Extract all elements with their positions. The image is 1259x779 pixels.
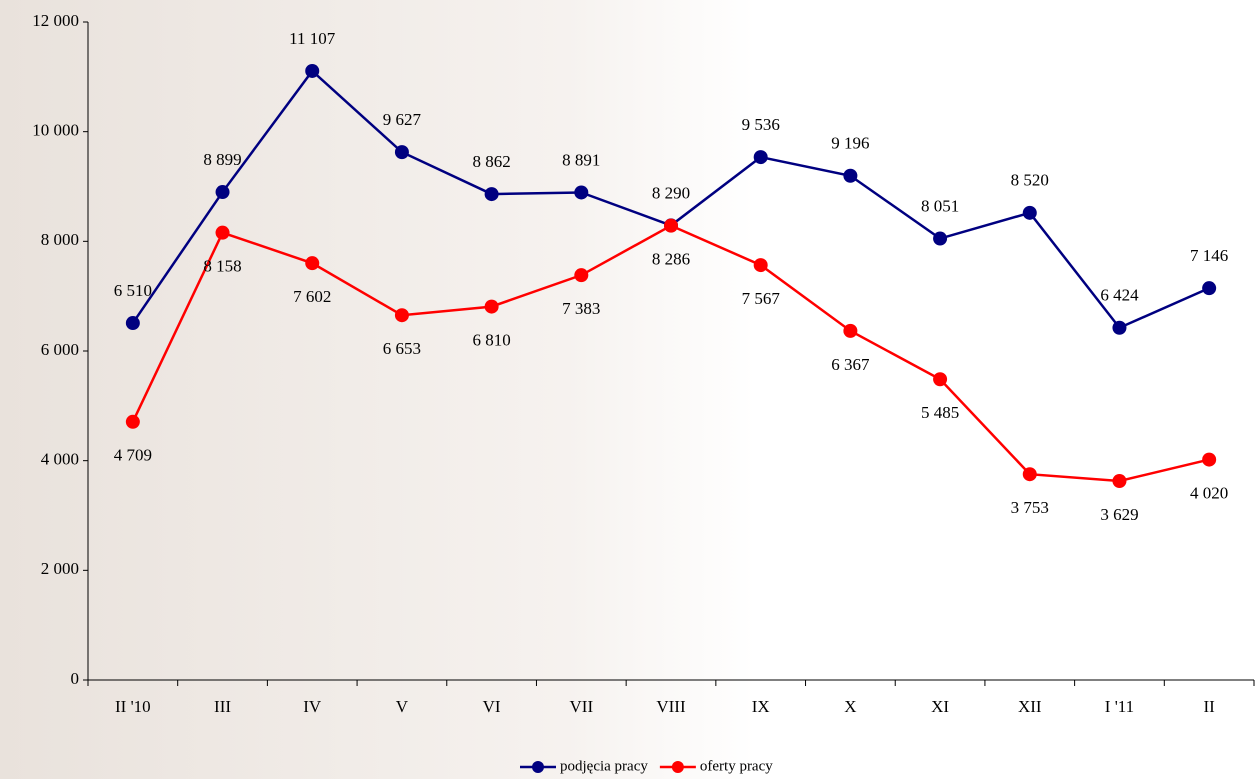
value-label: 3 753	[1011, 498, 1049, 517]
point	[394, 308, 409, 323]
value-label: 4 020	[1190, 483, 1228, 502]
point	[305, 256, 320, 271]
point	[933, 372, 948, 387]
x-tick-label: III	[214, 697, 231, 716]
point	[125, 316, 140, 331]
point	[1112, 474, 1127, 489]
point	[843, 168, 858, 183]
value-label: 9 627	[383, 110, 422, 129]
y-tick-label: 2 000	[41, 559, 79, 578]
x-tick-label: X	[844, 697, 856, 716]
value-label: 6 653	[383, 339, 421, 358]
value-label: 8 290	[652, 183, 690, 202]
value-label: 9 536	[742, 115, 780, 134]
value-label: 7 567	[742, 289, 781, 308]
value-label: 5 485	[921, 403, 959, 422]
value-label: 6 510	[114, 281, 152, 300]
value-label: 8 520	[1011, 171, 1049, 190]
value-label: 4 709	[114, 446, 152, 465]
point	[664, 218, 678, 233]
x-tick-label: VI	[483, 697, 501, 716]
value-label: 8 891	[562, 150, 600, 169]
x-tick-label: IV	[303, 697, 322, 716]
x-tick-label: IX	[752, 697, 770, 716]
x-tick-label: XI	[931, 697, 949, 716]
x-tick-label: VII	[570, 697, 594, 716]
y-tick-label: 12 000	[32, 11, 79, 30]
y-tick-label: 8 000	[41, 230, 79, 249]
value-label: 6 367	[831, 355, 870, 374]
x-tick-label: V	[396, 697, 409, 716]
value-label: 8 051	[921, 196, 959, 215]
point	[1022, 467, 1037, 482]
legend-label: oferty pracy	[700, 758, 773, 774]
value-label: 3 629	[1100, 505, 1138, 524]
legend-label: podjęcia pracy	[560, 758, 648, 774]
point	[484, 299, 499, 314]
point	[843, 323, 858, 338]
value-label: 7 602	[293, 287, 331, 306]
point	[574, 268, 589, 283]
x-tick-label: XII	[1018, 697, 1042, 716]
point	[484, 187, 499, 202]
y-tick-label: 0	[71, 669, 80, 688]
point	[1202, 452, 1217, 467]
point	[1022, 205, 1037, 220]
x-tick-label: II	[1203, 697, 1215, 716]
value-label: 8 286	[652, 250, 690, 269]
value-label: 6 810	[472, 330, 510, 349]
y-tick-label: 4 000	[41, 450, 79, 469]
value-label: 7 146	[1190, 246, 1228, 265]
value-label: 7 383	[562, 299, 600, 318]
point	[753, 150, 768, 165]
point	[1202, 281, 1217, 296]
value-label: 8 158	[203, 257, 241, 276]
point	[933, 231, 948, 246]
point	[215, 185, 230, 200]
x-tick-label: II '10	[115, 697, 151, 716]
value-label: 11 107	[289, 29, 336, 48]
point	[574, 185, 589, 200]
x-tick-label: I '11	[1105, 697, 1134, 716]
point	[753, 258, 768, 273]
legend-marker	[671, 761, 684, 773]
point	[394, 145, 409, 160]
y-tick-label: 6 000	[41, 340, 79, 359]
value-label: 6 424	[1100, 286, 1139, 305]
point	[305, 63, 320, 78]
point	[1112, 320, 1127, 335]
point	[215, 225, 230, 240]
value-label: 9 196	[831, 134, 869, 153]
y-tick-label: 10 000	[32, 121, 79, 140]
value-label: 8 862	[472, 152, 510, 171]
x-tick-label: VIII	[656, 697, 686, 716]
point	[125, 414, 140, 429]
value-label: 8 899	[203, 150, 241, 169]
legend-marker	[532, 761, 544, 773]
